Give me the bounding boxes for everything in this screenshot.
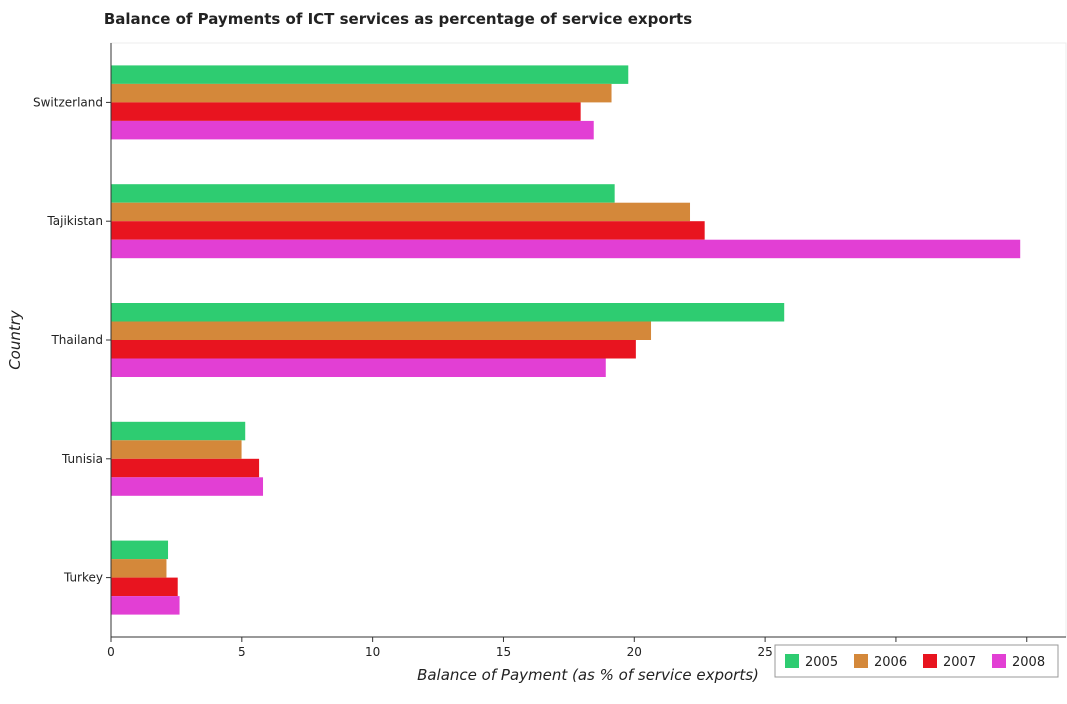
bar-thailand-2006 bbox=[111, 321, 652, 340]
legend-label-2008: 2008 bbox=[1012, 655, 1045, 670]
legend-label-2007: 2007 bbox=[943, 655, 976, 670]
y-tick-label: Tunisia bbox=[61, 452, 103, 466]
legend-label-2005: 2005 bbox=[805, 655, 838, 670]
chart-title: Balance of Payments of ICT services as p… bbox=[104, 10, 692, 28]
bar-thailand-2008 bbox=[111, 358, 606, 377]
bar-turkey-2005 bbox=[111, 540, 169, 560]
y-tick-label: Turkey bbox=[63, 571, 103, 585]
bars-layer bbox=[111, 65, 1021, 615]
x-tick-label: 20 bbox=[627, 645, 642, 659]
legend-label-2006: 2006 bbox=[874, 655, 907, 670]
bar-thailand-2005 bbox=[111, 303, 785, 322]
bar-turkey-2006 bbox=[111, 559, 167, 578]
legend: 2005 2006 2007 2008 bbox=[774, 644, 1059, 678]
legend-swatch-2008 bbox=[992, 654, 1006, 668]
y-axis-label: Country bbox=[6, 309, 24, 370]
x-tick-label: 25 bbox=[757, 645, 772, 659]
x-tick-label: 5 bbox=[238, 645, 246, 659]
legend-box bbox=[774, 644, 1059, 678]
bar-switzerland-2006 bbox=[111, 83, 612, 103]
legend-swatch-2005 bbox=[785, 654, 799, 668]
x-tick-label: 15 bbox=[496, 645, 511, 659]
y-tick-label: Switzerland bbox=[33, 95, 103, 109]
bar-tunisia-2008 bbox=[111, 477, 264, 496]
x-tick-label: 0 bbox=[107, 645, 115, 659]
bar-tajikistan-2007 bbox=[111, 221, 705, 240]
legend-swatch-2006 bbox=[854, 654, 868, 668]
bar-tajikistan-2005 bbox=[111, 184, 615, 203]
bar-switzerland-2008 bbox=[111, 120, 594, 140]
bar-tajikistan-2006 bbox=[111, 202, 691, 222]
bar-tunisia-2005 bbox=[111, 421, 246, 441]
bar-switzerland-2005 bbox=[111, 65, 629, 84]
x-tick-label: 10 bbox=[365, 645, 380, 659]
bar-turkey-2007 bbox=[111, 577, 178, 597]
x-axis-label: Balance of Payment (as % of service expo… bbox=[417, 666, 759, 684]
bar-switzerland-2007 bbox=[111, 102, 581, 121]
bar-turkey-2008 bbox=[111, 596, 180, 615]
bar-tunisia-2006 bbox=[111, 440, 242, 459]
bar-thailand-2007 bbox=[111, 340, 636, 359]
bar-tajikistan-2008 bbox=[111, 239, 1021, 259]
bar-tunisia-2007 bbox=[111, 458, 260, 478]
y-tick-label: Tajikistan bbox=[46, 214, 103, 228]
legend-swatch-2007 bbox=[923, 654, 937, 668]
y-axis: Switzerland Tajikistan Thailand Tunisia Turk… bbox=[33, 43, 112, 637]
y-tick-label: Thailand bbox=[50, 333, 103, 347]
